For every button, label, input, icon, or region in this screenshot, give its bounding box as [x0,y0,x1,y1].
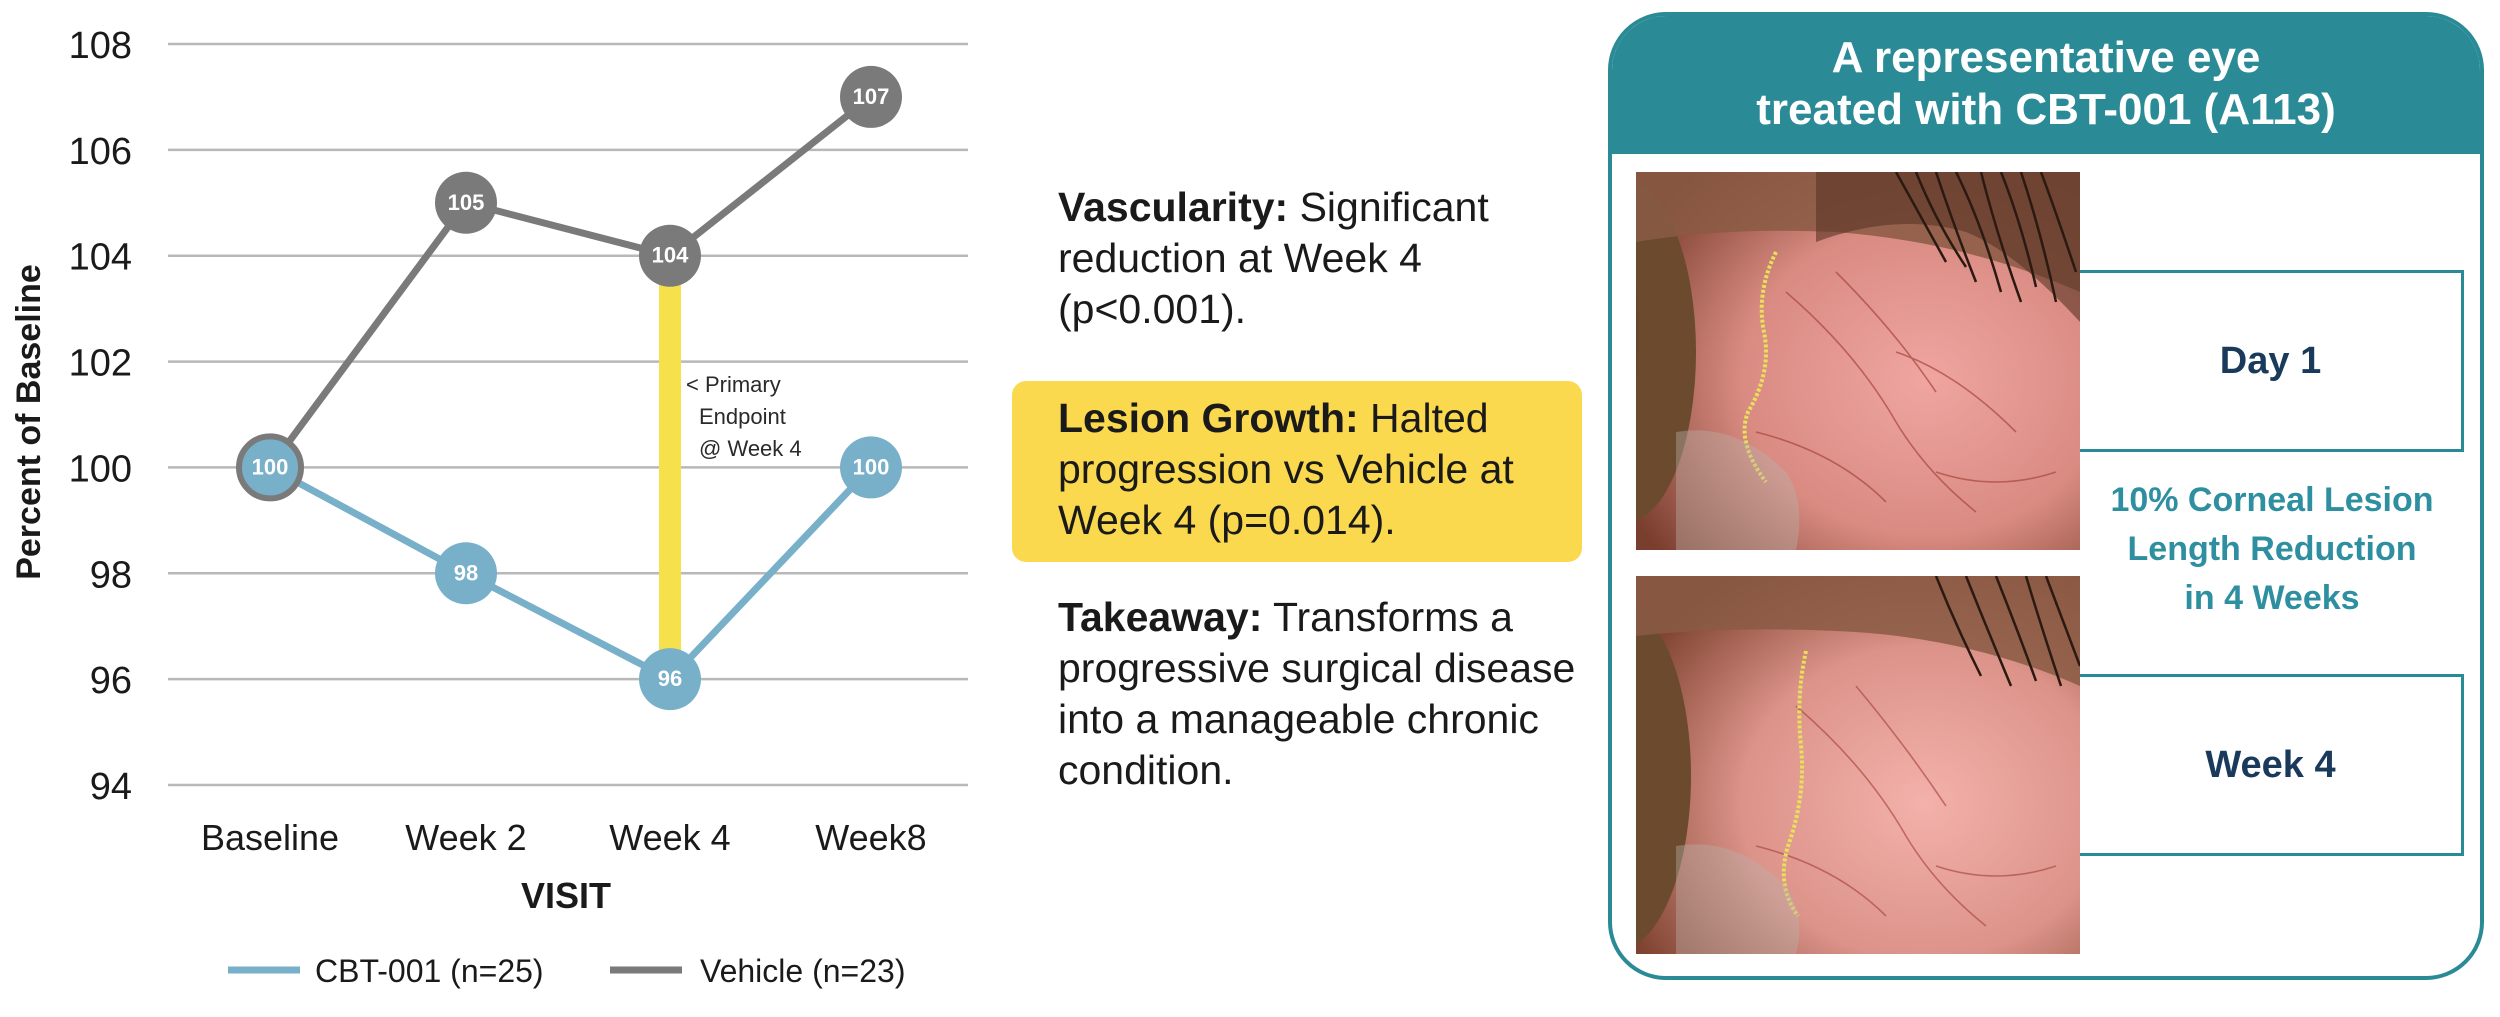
data-label: 104 [652,243,689,268]
annotation-line: < Primary [686,372,781,397]
y-tick-label: 108 [69,25,132,67]
takeaway-title: Takeaway: [1058,594,1263,640]
y-tick-label: 98 [90,554,132,596]
series-line [268,464,874,683]
eye-photo-day1 [1636,172,2080,550]
data-point [236,433,304,502]
data-label: 105 [448,190,485,215]
legend: CBT-001 (n=25) Vehicle (n=23) [228,953,905,989]
series-line [267,94,874,470]
takeaway-bullet: Takeaway: Transforms a progressive surgi… [1012,592,1582,796]
series-layer: 1001051041071009896100 [236,65,902,711]
week4-label-box: Week 4 [2080,674,2464,856]
eye-photo-week4 [1636,576,2080,954]
x-tick-label: Baseline [201,817,339,858]
day1-label-box: Day 1 [2080,270,2464,452]
lesion-growth-bullet: Lesion Growth: Halted progression vs Veh… [1012,381,1582,562]
endpoint-bar-layer [659,255,681,680]
grid-lines [168,42,968,787]
vascularity-title: Vascularity: [1058,184,1289,230]
panel-title-line2: treated with CBT-001 (A113) [1756,85,2336,134]
legend-label: Vehicle (n=23) [700,953,905,989]
data-label: 96 [658,666,682,691]
x-axis-title: VISIT [521,875,611,916]
vascularity-text: Significant reduction at Week 4 (p<0.001… [1058,184,1489,332]
data-point [435,171,497,234]
line-chart: 94 96 98 100 102 104 106 108 Baseline Week 2 Week… [10,25,968,989]
primary-endpoint-bar [659,255,681,680]
primary-endpoint-annotation: < Primary Endpoint @ Week 4 [686,372,802,461]
day1-label: Day 1 [2219,339,2322,382]
lesion-growth-text: Halted progression vs Vehicle at Week 4 … [1058,395,1514,543]
data-point [639,648,701,711]
takeaway-text: Transforms a progressive surgical diseas… [1058,594,1576,793]
data-label: 98 [454,560,478,585]
data-point [840,65,902,128]
key-findings: Vascularity: Significant reduction at We… [1012,170,1582,796]
y-tick-labels: 94 96 98 100 102 104 106 108 [69,25,132,808]
y-tick-label: 100 [69,448,132,490]
x-tick-labels: Baseline Week 2 Week 4 Week8 [201,817,927,858]
vascularity-bullet: Vascularity: Significant reduction at We… [1012,170,1582,335]
reduction-line-3: in 4 Weeks [2184,579,2360,617]
panel-title-line1: A representative eye [1831,33,2261,82]
y-axis-title: Percent of Baseline [10,264,48,580]
data-point [435,542,497,605]
annotation-line: @ Week 4 [699,436,802,461]
x-tick-label: Week 4 [609,817,730,858]
y-tick-label: 104 [69,237,132,279]
data-point [840,436,902,499]
representative-eye-panel: A representative eye treated with CBT-00… [1608,12,2484,980]
annotation-line: Endpoint [699,404,786,429]
lesion-reduction-callout: 10% Corneal Lesion Length Reduction in 4… [2080,476,2464,623]
x-tick-label: Week8 [815,817,926,858]
y-tick-label: 96 [90,660,132,702]
lesion-growth-title: Lesion Growth: [1058,395,1359,441]
data-label: 107 [853,84,890,109]
y-tick-label: 102 [69,343,132,385]
week4-label: Week 4 [2205,743,2336,786]
y-tick-label: 94 [90,766,132,808]
y-tick-label: 106 [69,131,132,173]
x-tick-label: Week 2 [405,817,526,858]
legend-label: CBT-001 (n=25) [315,953,544,989]
reduction-line-1: 10% Corneal Lesion [2110,481,2434,519]
data-label: 100 [853,454,890,479]
reduction-line-2: Length Reduction [2127,530,2417,568]
data-point [639,224,701,287]
panel-header: A representative eye treated with CBT-00… [1612,16,2480,154]
data-label: 100 [252,454,289,479]
